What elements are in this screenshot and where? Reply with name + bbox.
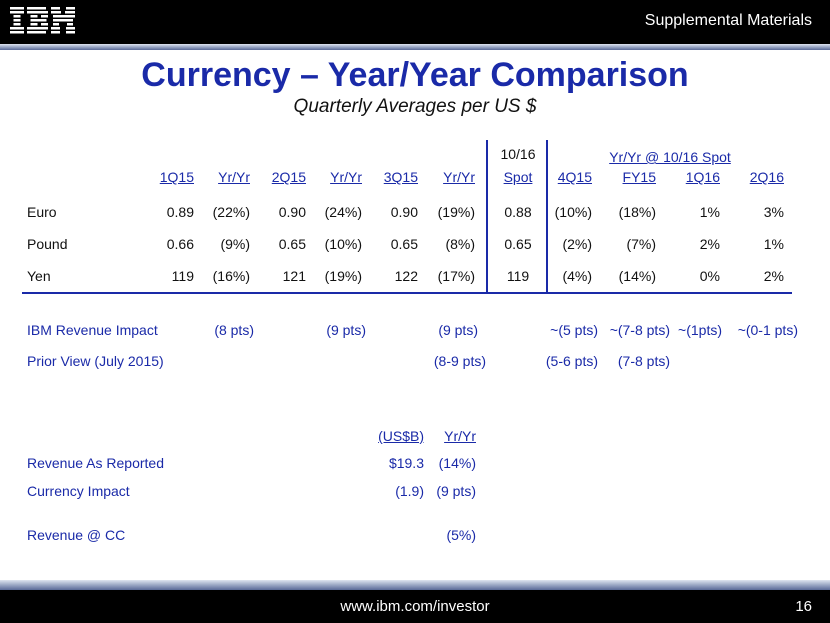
impact-value: (9 pts) xyxy=(326,322,366,338)
table-bottom-rule xyxy=(22,292,792,294)
col-header: Yr/Yr xyxy=(443,169,475,185)
revenue-reported-amount: $19.3 xyxy=(388,455,424,471)
table-cell: 1% xyxy=(699,204,720,220)
table-cell: (9%) xyxy=(220,236,250,252)
impact-value: (8 pts) xyxy=(214,322,254,338)
table-cell: (18%) xyxy=(618,204,656,220)
table-cell: (8%) xyxy=(445,236,475,252)
footer-stripe xyxy=(0,580,830,590)
col-header: 2Q15 xyxy=(271,169,306,185)
col-header: 3Q15 xyxy=(383,169,418,185)
col-header: 1Q16 xyxy=(685,169,720,185)
column-divider xyxy=(546,140,548,292)
prior-value: (5-6 pts) xyxy=(545,353,598,369)
ibm-impact-label: IBM Revenue Impact xyxy=(27,322,158,338)
table-cell: (7%) xyxy=(626,236,656,252)
table-cell: 0.65 xyxy=(504,236,532,252)
ibm-logo xyxy=(10,7,75,34)
revenue-reported-yy: (14%) xyxy=(438,455,476,471)
table-cell: (4%) xyxy=(562,268,592,284)
table-cell: (19%) xyxy=(437,204,475,220)
table-cell: 119 xyxy=(171,268,194,284)
table-cell: 0.89 xyxy=(166,204,194,220)
revenue-cc-label: Revenue @ CC xyxy=(27,527,126,543)
table-cell: (17%) xyxy=(437,268,475,284)
page-title: Currency – Year/Year Comparison xyxy=(141,56,689,94)
currency-impact-yy: (9 pts) xyxy=(436,483,476,499)
table-cell: 0.90 xyxy=(390,204,418,220)
table-cell: (22%) xyxy=(212,204,250,220)
rev-col-header: (US$B) xyxy=(378,428,424,444)
prior-value: (8-9 pts) xyxy=(433,353,486,369)
table-cell: 119 xyxy=(506,268,530,284)
revenue-reported-label: Revenue As Reported xyxy=(27,455,164,471)
col-header: 1Q15 xyxy=(159,169,194,185)
table-cell: 3% xyxy=(763,204,784,220)
impact-value: ~(5 pts) xyxy=(550,322,598,338)
table-cell: 0% xyxy=(699,268,720,284)
table-cell: 2% xyxy=(699,236,720,252)
impact-value: ~(1pts) xyxy=(678,322,722,338)
col-header: Yr/Yr xyxy=(218,169,250,185)
header-stripe xyxy=(0,44,830,50)
table-cell: 121 xyxy=(282,268,306,284)
top-bar: Supplemental Materials xyxy=(0,0,830,44)
col-header: 4Q15 xyxy=(557,169,592,185)
column-divider xyxy=(486,140,488,292)
row-label: Yen xyxy=(27,268,51,284)
table-cell: 0.65 xyxy=(390,236,418,252)
rev-col-header: Yr/Yr xyxy=(444,428,476,444)
group-header: Yr/Yr @ 10/16 Spot xyxy=(609,149,731,165)
impact-value: ~(0-1 pts) xyxy=(737,322,798,338)
page-number: 16 xyxy=(795,598,812,615)
col-header: 2Q16 xyxy=(749,169,784,185)
footer-bar: www.ibm.com/investor 16 xyxy=(0,590,830,623)
prior-value: (7-8 pts) xyxy=(617,353,670,369)
table-cell: (16%) xyxy=(212,268,250,284)
row-label: Pound xyxy=(27,236,68,252)
impact-value: (9 pts) xyxy=(438,322,478,338)
table-cell: 0.90 xyxy=(278,204,306,220)
col-header: Spot xyxy=(503,169,533,185)
section-label: Supplemental Materials xyxy=(644,12,812,29)
table-cell: 1% xyxy=(763,236,784,252)
table-cell: 0.66 xyxy=(166,236,194,252)
table-cell: (19%) xyxy=(324,268,362,284)
spot-header-line1: 10/16 xyxy=(500,146,536,162)
footer-url: www.ibm.com/investor xyxy=(340,598,490,615)
table-cell: (10%) xyxy=(324,236,362,252)
table-cell: 0.65 xyxy=(278,236,306,252)
prior-view-label: Prior View (July 2015) xyxy=(27,353,164,369)
table-cell: (24%) xyxy=(324,204,362,220)
row-label: Euro xyxy=(27,204,57,220)
col-header: Yr/Yr xyxy=(330,169,362,185)
currency-impact-label: Currency Impact xyxy=(27,483,130,499)
table-cell: (10%) xyxy=(554,204,592,220)
page-subtitle: Quarterly Averages per US $ xyxy=(293,96,537,117)
impact-value: ~(7-8 pts) xyxy=(609,322,670,338)
table-cell: 2% xyxy=(763,268,784,284)
table-cell: 0.88 xyxy=(504,204,532,220)
table-cell: 122 xyxy=(394,268,418,284)
currency-impact-amount: (1.9) xyxy=(395,483,424,499)
table-cell: (2%) xyxy=(562,236,592,252)
col-header: FY15 xyxy=(622,169,656,185)
table-cell: (14%) xyxy=(618,268,656,284)
revenue-cc-yy: (5%) xyxy=(446,527,476,543)
